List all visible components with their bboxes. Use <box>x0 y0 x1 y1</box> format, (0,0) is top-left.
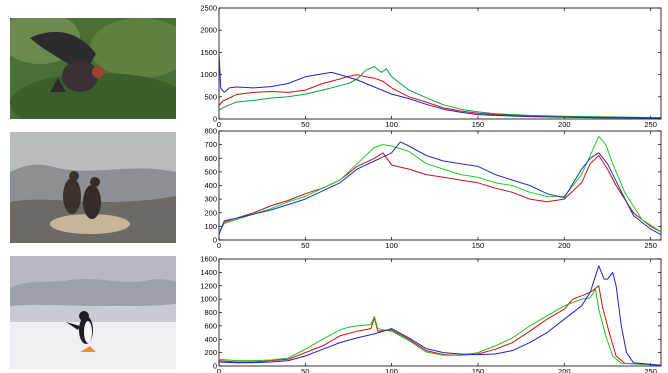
x-tick-label: 100 <box>385 367 398 373</box>
y-tick-label: 600 <box>204 321 217 330</box>
x-tick-label: 100 <box>385 120 398 129</box>
plot-frame <box>218 130 662 241</box>
y-tick-label: 500 <box>204 92 217 101</box>
histogram-series-line <box>218 52 662 119</box>
x-tick-label: 50 <box>301 241 309 250</box>
plot-frame <box>218 258 662 367</box>
x-tick-label: 100 <box>385 241 398 250</box>
y-tick-label: 100 <box>204 222 217 231</box>
x-tick-label: 50 <box>301 120 309 129</box>
y-tick-label: 300 <box>204 195 217 204</box>
x-tick-label: 150 <box>472 367 485 373</box>
y-tick-label: 700 <box>204 140 217 149</box>
histogram-series-line <box>218 265 662 366</box>
x-tick-label: 0 <box>217 241 221 250</box>
y-tick-label: 1600 <box>200 255 217 264</box>
y-tick-label: 800 <box>204 308 217 317</box>
cormorants-on-rock-icon <box>10 132 176 243</box>
plot-frame <box>218 7 662 120</box>
x-tick-label: 250 <box>644 241 657 250</box>
x-tick-label: 250 <box>644 120 657 129</box>
y-tick-label: 1500 <box>200 48 217 57</box>
x-tick-label: 50 <box>301 367 309 373</box>
x-tick-label: 200 <box>558 241 571 250</box>
y-tick-label: 1000 <box>200 70 217 79</box>
x-tick-label: 250 <box>644 367 657 373</box>
y-tick-label: 600 <box>204 154 217 163</box>
y-tick-label: 1000 <box>200 295 217 304</box>
y-tick-label: 400 <box>204 335 217 344</box>
histogram-series-line <box>218 141 662 236</box>
y-tick-label: 500 <box>204 167 217 176</box>
y-tick-label: 1200 <box>200 281 217 290</box>
y-tick-label: 0 <box>213 115 217 124</box>
y-tick-label: 0 <box>213 362 217 371</box>
histogram-series-line <box>218 285 662 366</box>
x-tick-label: 0 <box>217 120 221 129</box>
histogram-series-line <box>218 152 662 234</box>
histogram-series-line <box>218 135 662 233</box>
x-tick-label: 0 <box>217 367 221 373</box>
y-tick-label: 200 <box>204 348 217 357</box>
y-tick-label: 200 <box>204 208 217 217</box>
x-tick-label: 150 <box>472 241 485 250</box>
bird-wings-spread-icon <box>10 18 176 119</box>
x-tick-label: 200 <box>558 367 571 373</box>
y-tick-label: 800 <box>204 127 217 136</box>
penguin-photo <box>10 256 176 369</box>
x-tick-label: 150 <box>472 120 485 129</box>
histogram-series-line <box>218 74 662 119</box>
bird-photo <box>10 18 176 119</box>
cormorants-photo <box>10 132 176 243</box>
x-tick-label: 200 <box>558 120 571 129</box>
y-tick-label: 2500 <box>200 4 217 13</box>
y-tick-label: 1400 <box>200 268 217 277</box>
y-tick-label: 0 <box>213 236 217 245</box>
histogram-series-line <box>218 66 662 119</box>
histogram-series-line <box>218 288 662 366</box>
y-tick-label: 2000 <box>200 26 217 35</box>
y-tick-label: 400 <box>204 181 217 190</box>
penguin-on-snow-icon <box>10 256 176 369</box>
